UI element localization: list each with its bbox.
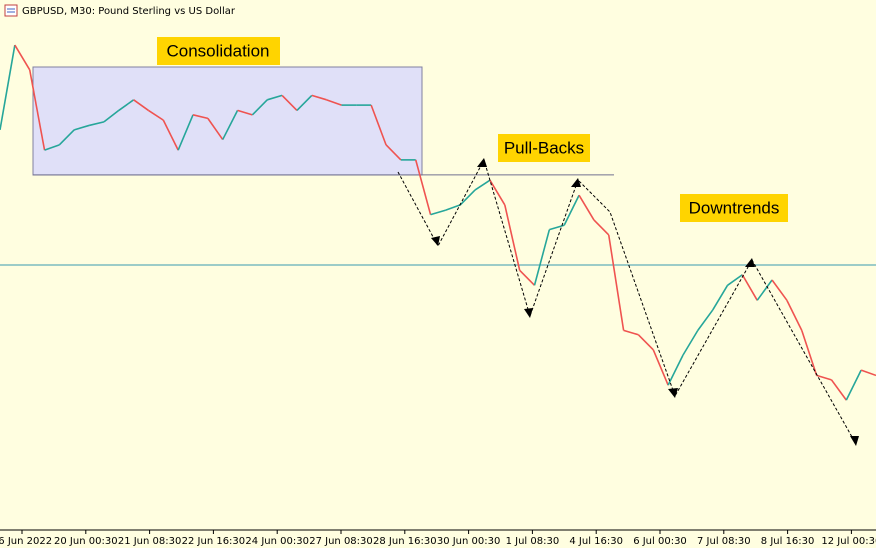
price-segment (593, 219, 610, 236)
x-tick-label: 21 Jun 08:30 (118, 536, 182, 547)
price-segment (533, 229, 551, 286)
price-segment (771, 279, 788, 301)
price-segment (549, 224, 565, 231)
arrow-head (850, 436, 859, 446)
chart-title: GBPUSD, M30: Pound Sterling vs US Dollar (22, 6, 236, 17)
annotation-box (680, 194, 788, 222)
price-segment (741, 274, 758, 301)
x-tick-label: 4 Jul 16:30 (569, 536, 623, 547)
x-tick-label: 24 Jun 00:30 (245, 536, 309, 547)
x-tick-label: 22 Jun 16:30 (182, 536, 246, 547)
price-segment (860, 369, 876, 377)
x-tick-label: 6 Jul 00:30 (633, 536, 687, 547)
price-segment (445, 204, 461, 211)
price-segment (682, 329, 699, 356)
price-segment (326, 99, 342, 106)
price-segment (489, 179, 506, 206)
price-segment (118, 99, 135, 112)
price-segment (192, 114, 209, 120)
symbol-icon (4, 4, 18, 17)
price-segment (637, 334, 654, 351)
price-segment (103, 109, 120, 123)
x-tick-label: 28 Jun 16:30 (373, 536, 437, 547)
price-segment (756, 279, 773, 301)
arrow-head (571, 178, 581, 187)
price-segment (251, 99, 268, 116)
price-segment (88, 121, 105, 127)
x-tick-label: 16 Jun 2022 (0, 536, 52, 547)
trend-arrows (397, 158, 857, 445)
price-segment (845, 369, 862, 401)
price-segment (58, 129, 75, 146)
price-segment (519, 269, 536, 286)
x-tick-label: 27 Jun 08:30 (309, 536, 373, 547)
price-segment (504, 204, 521, 271)
price-segment (0, 44, 16, 130)
price-segment (237, 109, 253, 116)
zigzag (397, 158, 857, 445)
price-segment (207, 117, 224, 141)
price-segment (667, 354, 684, 386)
x-tick-label: 1 Jul 08:30 (506, 536, 560, 547)
x-tick-label: 12 Jul 00:30 (821, 536, 876, 547)
arrow-head (431, 236, 440, 246)
price-segment (296, 94, 313, 111)
price-segment (727, 274, 743, 286)
price-segment (578, 194, 595, 221)
price-segment (44, 144, 60, 151)
price-segment (830, 379, 847, 401)
price-segment (623, 329, 639, 336)
price-segment (28, 69, 46, 151)
price-segment (474, 179, 491, 191)
price-segment (281, 94, 298, 111)
annotation-box (498, 134, 590, 162)
x-tick-label: 20 Jun 00:30 (54, 536, 118, 547)
price-segment (385, 144, 402, 161)
price-segment (221, 110, 239, 140)
price-segment (133, 99, 149, 112)
price-segment (430, 209, 446, 216)
price-segment (801, 330, 818, 376)
price-segment (414, 159, 432, 215)
price-segment (786, 299, 803, 331)
annotation: Consolidation (166, 41, 269, 60)
annotation: Downtrends (689, 198, 780, 217)
price-segment (607, 234, 625, 331)
price-segment (652, 349, 669, 386)
x-tick-label: 7 Jul 08:30 (697, 536, 751, 547)
price-segment (148, 109, 164, 121)
x-tick-label: 8 Jul 16:30 (761, 536, 815, 547)
price-segment (177, 114, 194, 151)
x-tick-label: 30 Jun 00:30 (437, 536, 501, 547)
price-segment (459, 189, 476, 206)
arrow-heads (431, 158, 859, 446)
price-segment (697, 309, 714, 331)
price-segment (74, 124, 90, 131)
arrow-head (668, 388, 678, 398)
price-segment (14, 44, 31, 71)
price-segment (711, 284, 729, 311)
arrow-head (477, 158, 487, 167)
price-segment (267, 94, 283, 101)
annotation: Pull-Backs (504, 138, 584, 157)
price-segment (370, 104, 387, 146)
price-segment (816, 374, 832, 381)
consolidation-box (32, 66, 423, 176)
arrow-head (524, 308, 533, 318)
arrow-head (745, 258, 755, 267)
price-segment (563, 194, 580, 226)
plot-layer (0, 44, 876, 401)
annotation-box (157, 37, 280, 65)
price-segment (162, 119, 179, 151)
price-segment (311, 94, 327, 101)
